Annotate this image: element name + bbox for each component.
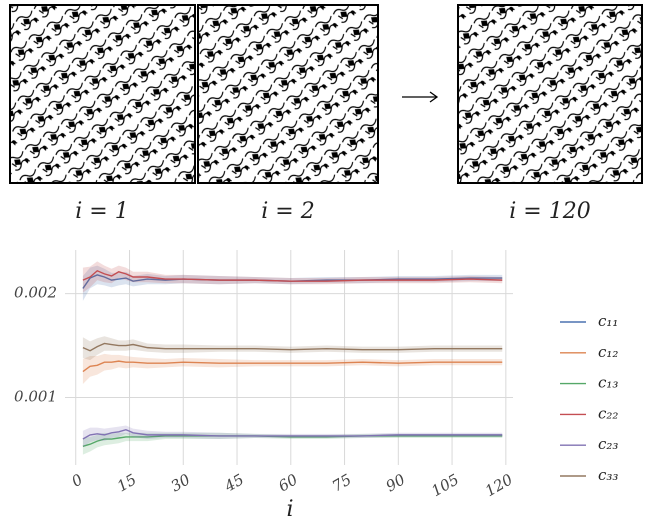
- legend-label: c₂₃: [598, 435, 618, 453]
- legend-label: c₂₂: [598, 404, 618, 422]
- y-tick-label: 0.002: [14, 284, 57, 302]
- legend-label: c₁₁: [598, 312, 618, 330]
- x-tick-label: 45: [221, 470, 247, 496]
- legend-label: c₃₃: [598, 466, 618, 484]
- x-tick-label: 75: [329, 470, 355, 495]
- panel-label: i = 2: [261, 199, 314, 224]
- x-tick-label: 60: [275, 470, 301, 495]
- arrow: [402, 92, 437, 102]
- panel-label: i = 120: [509, 199, 590, 224]
- microstructure-image: [458, 5, 642, 183]
- panel-label: i = 1: [75, 199, 128, 224]
- legend-label: c₁₃: [598, 374, 618, 392]
- x-axis-label: i: [286, 497, 293, 522]
- y-tick-label: 0.001: [14, 387, 57, 405]
- figure: i = 1 i = 2 i = 120 i 0.001 0.002 0 15 30 45 6…: [0, 0, 668, 525]
- x-tick-label: 0: [68, 470, 86, 491]
- legend-label: c₁₂: [598, 343, 618, 361]
- x-tick-label: 30: [168, 470, 194, 495]
- error-band: [83, 354, 502, 384]
- microstructure-image: [198, 5, 378, 183]
- microstructure-image: [10, 5, 195, 183]
- x-tick-label: 15: [114, 470, 140, 495]
- x-tick-label: 105: [428, 470, 462, 500]
- x-tick-label: 120: [482, 470, 516, 500]
- x-tick-label: 90: [383, 470, 409, 495]
